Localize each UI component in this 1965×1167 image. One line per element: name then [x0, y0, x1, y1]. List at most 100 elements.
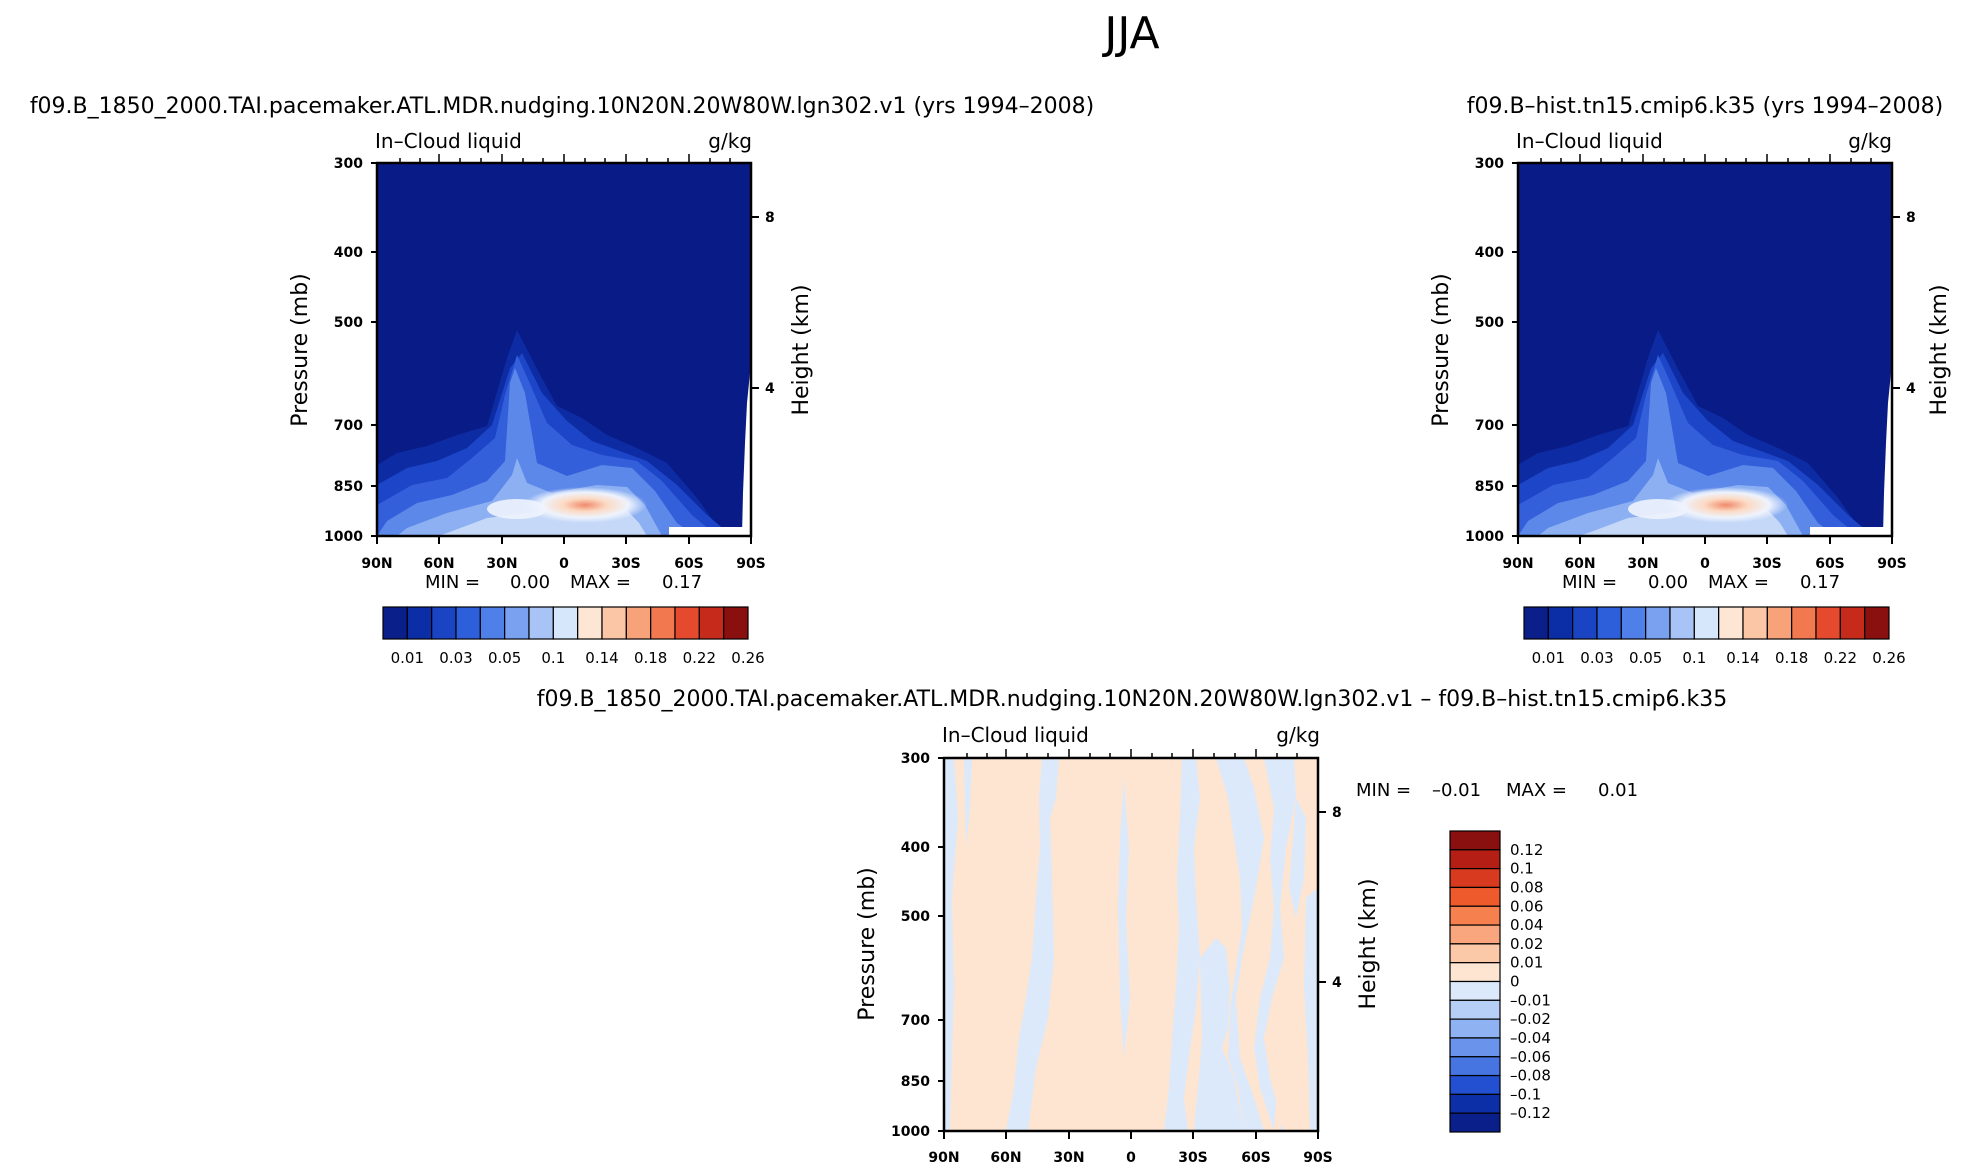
panel-3-xtick: 60N: [990, 1150, 1021, 1166]
panel-2-field: [1518, 163, 1892, 536]
panel-1-y2ticks: 8 4: [751, 210, 775, 397]
panel-2-xtick: 30N: [1627, 556, 1658, 572]
colorbar-swatch: [1449, 1018, 1501, 1039]
panel-1-xticks: 90N 60N 30N 0 30S 60S 90S: [361, 536, 766, 572]
colorbar-swatch: [1449, 980, 1501, 1001]
colorbar-swatch: [1449, 1112, 1501, 1133]
panel-2-ytick: 1000: [1465, 529, 1504, 545]
panel-2-xtick: 0: [1700, 556, 1710, 572]
colorbar-label: –0.01: [1510, 991, 1551, 1009]
panel-2-top-minor-ticks: [1540, 154, 1872, 163]
panel-2-units: g/kg: [1848, 129, 1892, 153]
colorbar-swatch: [1449, 924, 1501, 945]
colorbar-swatch: [1449, 830, 1501, 851]
panel-1-xtick: 0: [559, 556, 569, 572]
colorbar-label: 0.14: [1726, 649, 1759, 667]
panel-2-xtick: 90S: [1877, 556, 1907, 572]
panel-2-xtick: 60S: [1815, 556, 1845, 572]
panel-1-ytick: 400: [334, 245, 363, 261]
panel-1-max-value: 0.17: [662, 572, 702, 593]
colorbar-swatch: [1449, 849, 1501, 870]
panel-1-variable: In–Cloud liquid: [375, 129, 522, 153]
panel-1-units: g/kg: [708, 129, 752, 153]
panel-3-xtick: 90N: [928, 1150, 959, 1166]
colorbar-label: 0.18: [1775, 649, 1808, 667]
colorbar-label: –0.1: [1510, 1085, 1541, 1103]
colorbar-swatch: [1669, 606, 1695, 640]
colorbar-swatch: [1815, 606, 1841, 640]
panel-3-y2tick: 4: [1332, 975, 1342, 991]
panel-2-variable: In–Cloud liquid: [1516, 129, 1663, 153]
colorbar-label: 0.26: [731, 649, 764, 667]
colorbar-swatch: [625, 606, 652, 640]
panel-3-y2ticks: 8 4: [1318, 805, 1342, 991]
panel-2-min-label: MIN =: [1562, 572, 1617, 593]
panel-3: f09.B_1850_2000.TAI.pacemaker.ATL.MDR.nu…: [537, 687, 1728, 1166]
panel-3-min-label: MIN =: [1356, 780, 1411, 801]
panel-1-ytick: 700: [334, 418, 363, 434]
colorbar-swatch: [1449, 868, 1501, 889]
panel-1-ytick: 1000: [324, 529, 363, 545]
panel-2-ytick: 850: [1475, 479, 1504, 495]
panel-3-xtick: 30S: [1178, 1150, 1208, 1166]
colorbar-label: 0: [1510, 973, 1520, 991]
panel-1-y2tick: 8: [765, 210, 775, 226]
panel-2-yticks: 300 400 500 700 850 1000: [1465, 156, 1518, 545]
panel-1-min-value: 0.00: [510, 572, 550, 593]
colorbar-swatch: [455, 606, 481, 640]
panel-2-xtick: 60N: [1564, 556, 1595, 572]
panel-1-y2tick: 4: [765, 381, 775, 397]
colorbar-swatch: [1645, 606, 1671, 640]
panel-3-field: [944, 758, 1318, 1131]
colorbar-label: 0.04: [1510, 916, 1543, 934]
panel-3-max-label: MAX =: [1506, 780, 1567, 801]
colorbar-swatch: [479, 606, 506, 640]
panel-1-xtick: 30S: [611, 556, 641, 572]
panel-3-min-value: –0.01: [1432, 780, 1481, 801]
colorbar-swatch: [406, 606, 433, 640]
panel-2-ytick: 400: [1475, 245, 1504, 261]
colorbar-label: –0.12: [1510, 1104, 1551, 1122]
panel-2-max-value: 0.17: [1800, 572, 1840, 593]
colorbar-label: 0.14: [585, 649, 618, 667]
colorbar-label: 0.01: [391, 649, 424, 667]
panel-2-xticks: 90N 60N 30N 0 30S 60S 90S: [1502, 536, 1907, 572]
colorbar-label: 0.1: [541, 649, 565, 667]
colorbar-swatch: [382, 606, 408, 640]
panel-3-title: f09.B_1850_2000.TAI.pacemaker.ATL.MDR.nu…: [537, 687, 1728, 712]
colorbar-label: –0.08: [1510, 1067, 1551, 1085]
panel-3-xtick: 60S: [1241, 1150, 1271, 1166]
panel-2-ylabel: Pressure (mb): [1429, 273, 1454, 427]
colorbar-swatch: [528, 606, 554, 640]
colorbar-swatch: [674, 606, 700, 640]
colorbar-swatch: [1547, 606, 1574, 640]
panel-1-title: f09.B_1850_2000.TAI.pacemaker.ATL.MDR.nu…: [30, 94, 1094, 119]
colorbar-swatch: [1449, 1074, 1501, 1095]
panel-3-xtick: 30N: [1053, 1150, 1084, 1166]
panel-1-min-label: MIN =: [425, 572, 480, 593]
panel-2-colorbar: 0.01 0.03 0.05 0.1 0.14 0.18 0.22 0.26: [1523, 606, 1906, 667]
colorbar-label: 0.18: [634, 649, 667, 667]
colorbar-swatch: [1718, 606, 1744, 640]
panel-1-xtick: 60N: [423, 556, 454, 572]
panel-2-max-label: MAX =: [1708, 572, 1769, 593]
colorbar-label: 0.02: [1510, 935, 1543, 953]
panel-1-xtick: 90N: [361, 556, 392, 572]
colorbar-label: 0.1: [1510, 860, 1534, 878]
panel-3-max-value: 0.01: [1598, 780, 1638, 801]
panel-3-colorbar: 0.120.10.080.060.040.020.010–0.01–0.02–0…: [1449, 830, 1551, 1133]
colorbar-label: –0.06: [1510, 1048, 1551, 1066]
colorbar-label: 0.03: [439, 649, 472, 667]
panel-2-y2tick: 8: [1906, 210, 1916, 226]
colorbar-swatch: [1449, 943, 1501, 964]
colorbar-label: 0.08: [1510, 878, 1543, 896]
colorbar-swatch: [1693, 606, 1720, 640]
panel-3-top-minor-ticks: [966, 749, 1298, 758]
panel-1-ytick: 500: [334, 315, 363, 331]
panel-1-xtick: 60S: [674, 556, 704, 572]
panel-3-ytick: 300: [901, 751, 930, 767]
panel-3-ytick: 850: [901, 1074, 930, 1090]
colorbar-swatch: [1742, 606, 1768, 640]
panel-2-ytick: 500: [1475, 315, 1504, 331]
